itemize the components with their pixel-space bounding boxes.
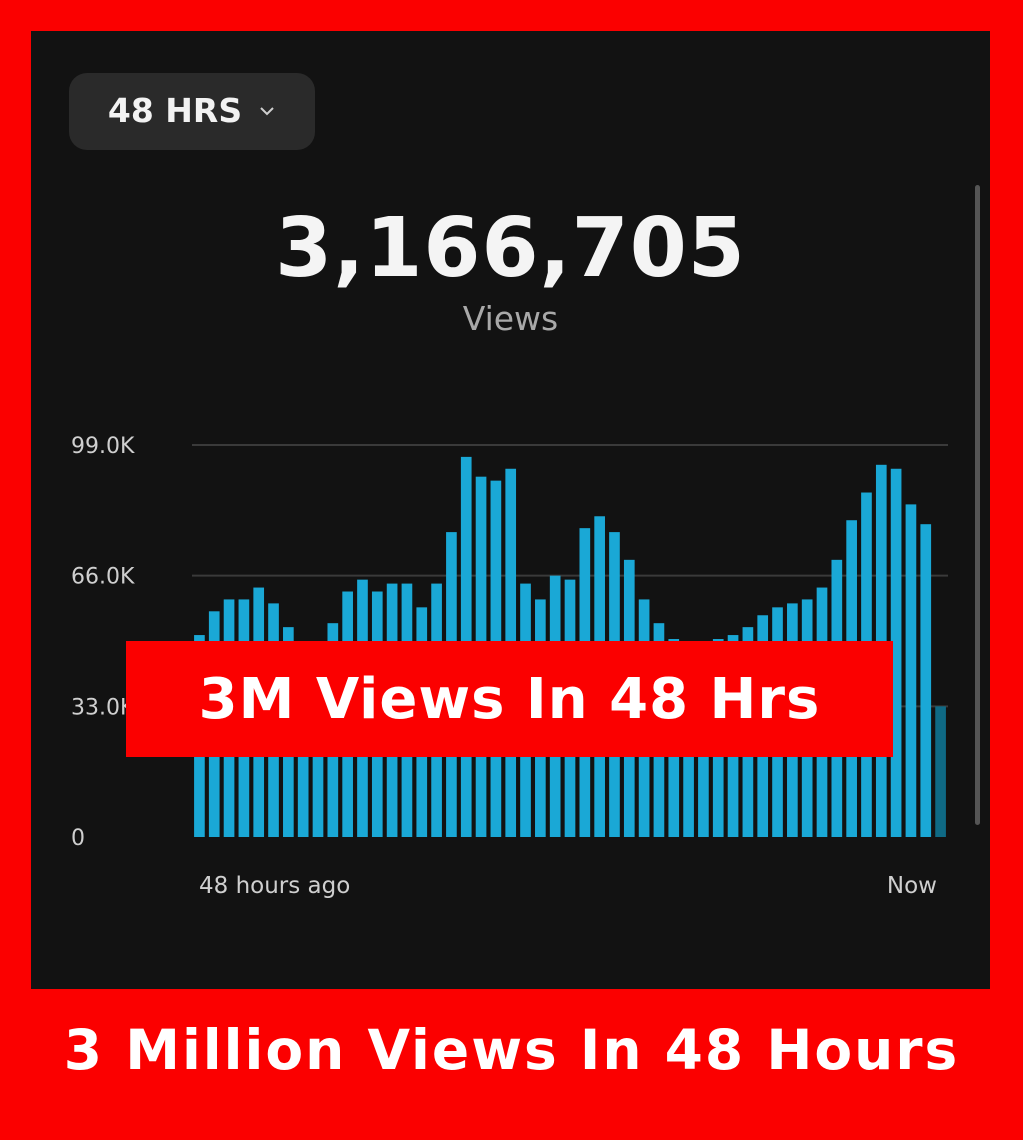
time-range-dropdown[interactable]: 48 HRS xyxy=(69,73,315,150)
scrollbar[interactable] xyxy=(975,185,980,825)
total-views-label: Views xyxy=(462,299,559,338)
x-axis-start-label: 48 hours ago xyxy=(199,873,350,899)
overlay-banner: 3M Views In 48 Hrs xyxy=(126,641,893,757)
chevron-down-icon xyxy=(260,106,274,115)
x-axis-end-label: Now xyxy=(887,873,937,899)
footer-caption: 3 Million Views In 48 Hours xyxy=(63,1018,960,1082)
views-bar-chart: 99.0K 66.0K 33.0K 0 48 hours ago Now xyxy=(71,434,948,899)
time-range-label: 48 HRS xyxy=(107,91,243,130)
y-tick-label: 66.0K xyxy=(71,565,135,590)
y-tick-label: 99.0K xyxy=(71,434,135,459)
total-views-count: 3,166,705 xyxy=(275,201,746,296)
bar xyxy=(920,524,932,837)
bar xyxy=(935,706,946,837)
y-tick-label: 33.0K xyxy=(71,695,135,720)
bar xyxy=(905,504,917,837)
analytics-panel: 48 HRS 3,166,705 Views 99.0K 66.0K 33.0K 0 … xyxy=(31,31,990,989)
bar xyxy=(890,468,902,837)
y-tick-label: 0 xyxy=(71,826,85,851)
